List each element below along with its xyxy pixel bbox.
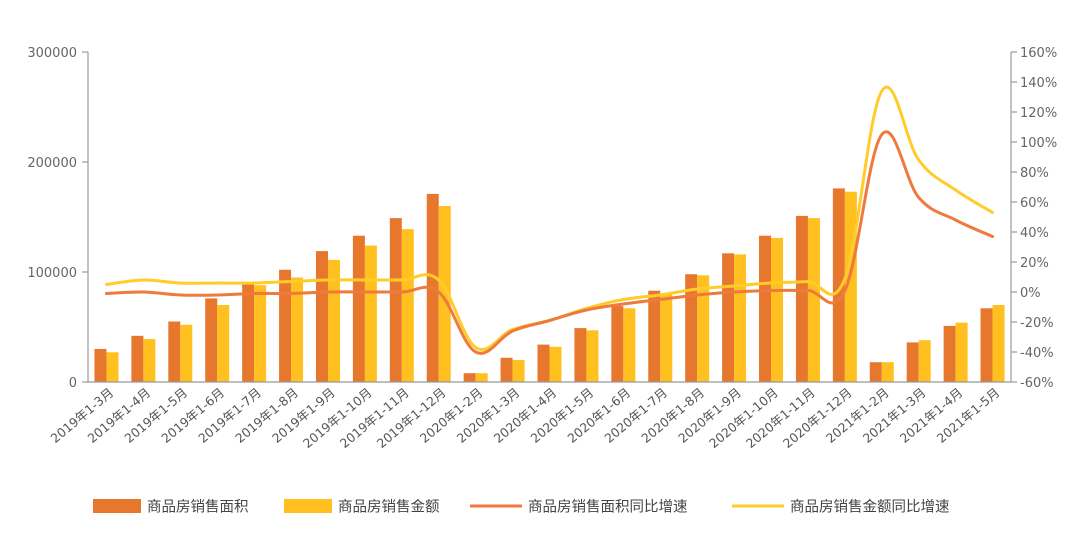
line-amount-growth (105, 85, 994, 351)
lines-layer (105, 85, 994, 355)
bar-amount-11 (475, 373, 488, 382)
bar-area-21 (832, 188, 845, 382)
right-tick-label: 140% (1020, 76, 1057, 91)
legend: 商品房销售面积 商品房销售金额 商品房销售面积同比增速 商品房销售金额同比增速 (93, 499, 950, 516)
left-tick-label: 300000 (27, 46, 77, 61)
bar-amount-22 (881, 362, 894, 382)
bar-amount-15 (623, 308, 636, 382)
bar-area-4 (205, 298, 218, 382)
bar-area-22 (869, 362, 882, 382)
bar-area-1 (94, 349, 107, 382)
bar-amount-6 (291, 277, 304, 382)
bar-area-13 (537, 344, 550, 382)
bar-amount-19 (771, 237, 784, 382)
bar-area-14 (574, 328, 587, 382)
axes-layer: 0 100000 200000 300000 -60% -40% -20% 0% 20% 40% 6… (27, 46, 1057, 451)
legend-label-4: 商品房销售金额同比增速 (790, 499, 950, 516)
right-tick-label: -20% (1020, 316, 1054, 331)
legend-label-1: 商品房销售面积 (147, 499, 249, 516)
right-tick-label: 160% (1020, 46, 1057, 61)
right-tick-label: -60% (1020, 376, 1054, 391)
bar-area-20 (795, 215, 808, 382)
bar-amount-13 (549, 346, 562, 382)
bar-amount-14 (586, 330, 599, 382)
bar-amount-1 (106, 352, 119, 382)
bar-amount-8 (364, 245, 377, 382)
right-tick-label: -40% (1020, 346, 1054, 361)
bar-area-16 (648, 290, 661, 382)
bars-layer (94, 188, 1005, 382)
bar-area-5 (242, 284, 255, 382)
left-tick-label: 200000 (27, 156, 77, 171)
bar-area-24 (943, 325, 956, 382)
line-area-growth (105, 130, 994, 355)
right-tick-label: 0% (1020, 286, 1041, 301)
right-tick-label: 80% (1020, 166, 1049, 181)
bar-area-18 (722, 253, 735, 382)
bar-amount-24 (955, 322, 968, 382)
legend-label-3: 商品房销售面积同比增速 (528, 499, 688, 516)
bar-area-19 (759, 235, 772, 382)
bar-amount-3 (180, 324, 193, 382)
bar-area-2 (131, 335, 144, 382)
bar-area-15 (611, 306, 624, 382)
bar-amount-17 (697, 275, 710, 382)
bar-amount-20 (807, 218, 820, 382)
right-tick-label: 40% (1020, 226, 1049, 241)
bar-amount-2 (143, 339, 156, 382)
bar-amount-9 (401, 229, 414, 382)
bar-area-25 (980, 308, 993, 382)
bar-area-11 (463, 373, 476, 382)
left-tick-label: 100000 (27, 266, 77, 281)
legend-swatch-1 (93, 499, 141, 513)
bar-area-12 (500, 357, 513, 382)
bar-area-17 (685, 274, 698, 382)
bar-area-6 (279, 269, 292, 382)
legend-label-2: 商品房销售金额 (338, 499, 440, 516)
bar-area-9 (389, 218, 402, 382)
bar-amount-23 (918, 340, 931, 382)
bar-area-7 (315, 251, 328, 382)
bar-amount-25 (992, 305, 1005, 382)
right-tick-label: 100% (1020, 136, 1057, 151)
right-tick-label: 60% (1020, 196, 1049, 211)
right-tick-label: 20% (1020, 256, 1049, 271)
bar-amount-18 (734, 254, 747, 382)
left-tick-label: 0 (69, 376, 77, 391)
right-tick-label: 120% (1020, 106, 1057, 121)
bar-area-3 (168, 321, 181, 382)
bar-amount-7 (327, 259, 340, 382)
legend-swatch-2 (284, 499, 332, 513)
bar-amount-5 (254, 285, 267, 382)
bar-amount-12 (512, 360, 525, 382)
bar-amount-10 (438, 206, 451, 382)
bar-amount-16 (660, 294, 673, 382)
bar-area-8 (352, 235, 365, 382)
bar-amount-4 (217, 305, 230, 382)
bar-area-23 (906, 342, 919, 382)
